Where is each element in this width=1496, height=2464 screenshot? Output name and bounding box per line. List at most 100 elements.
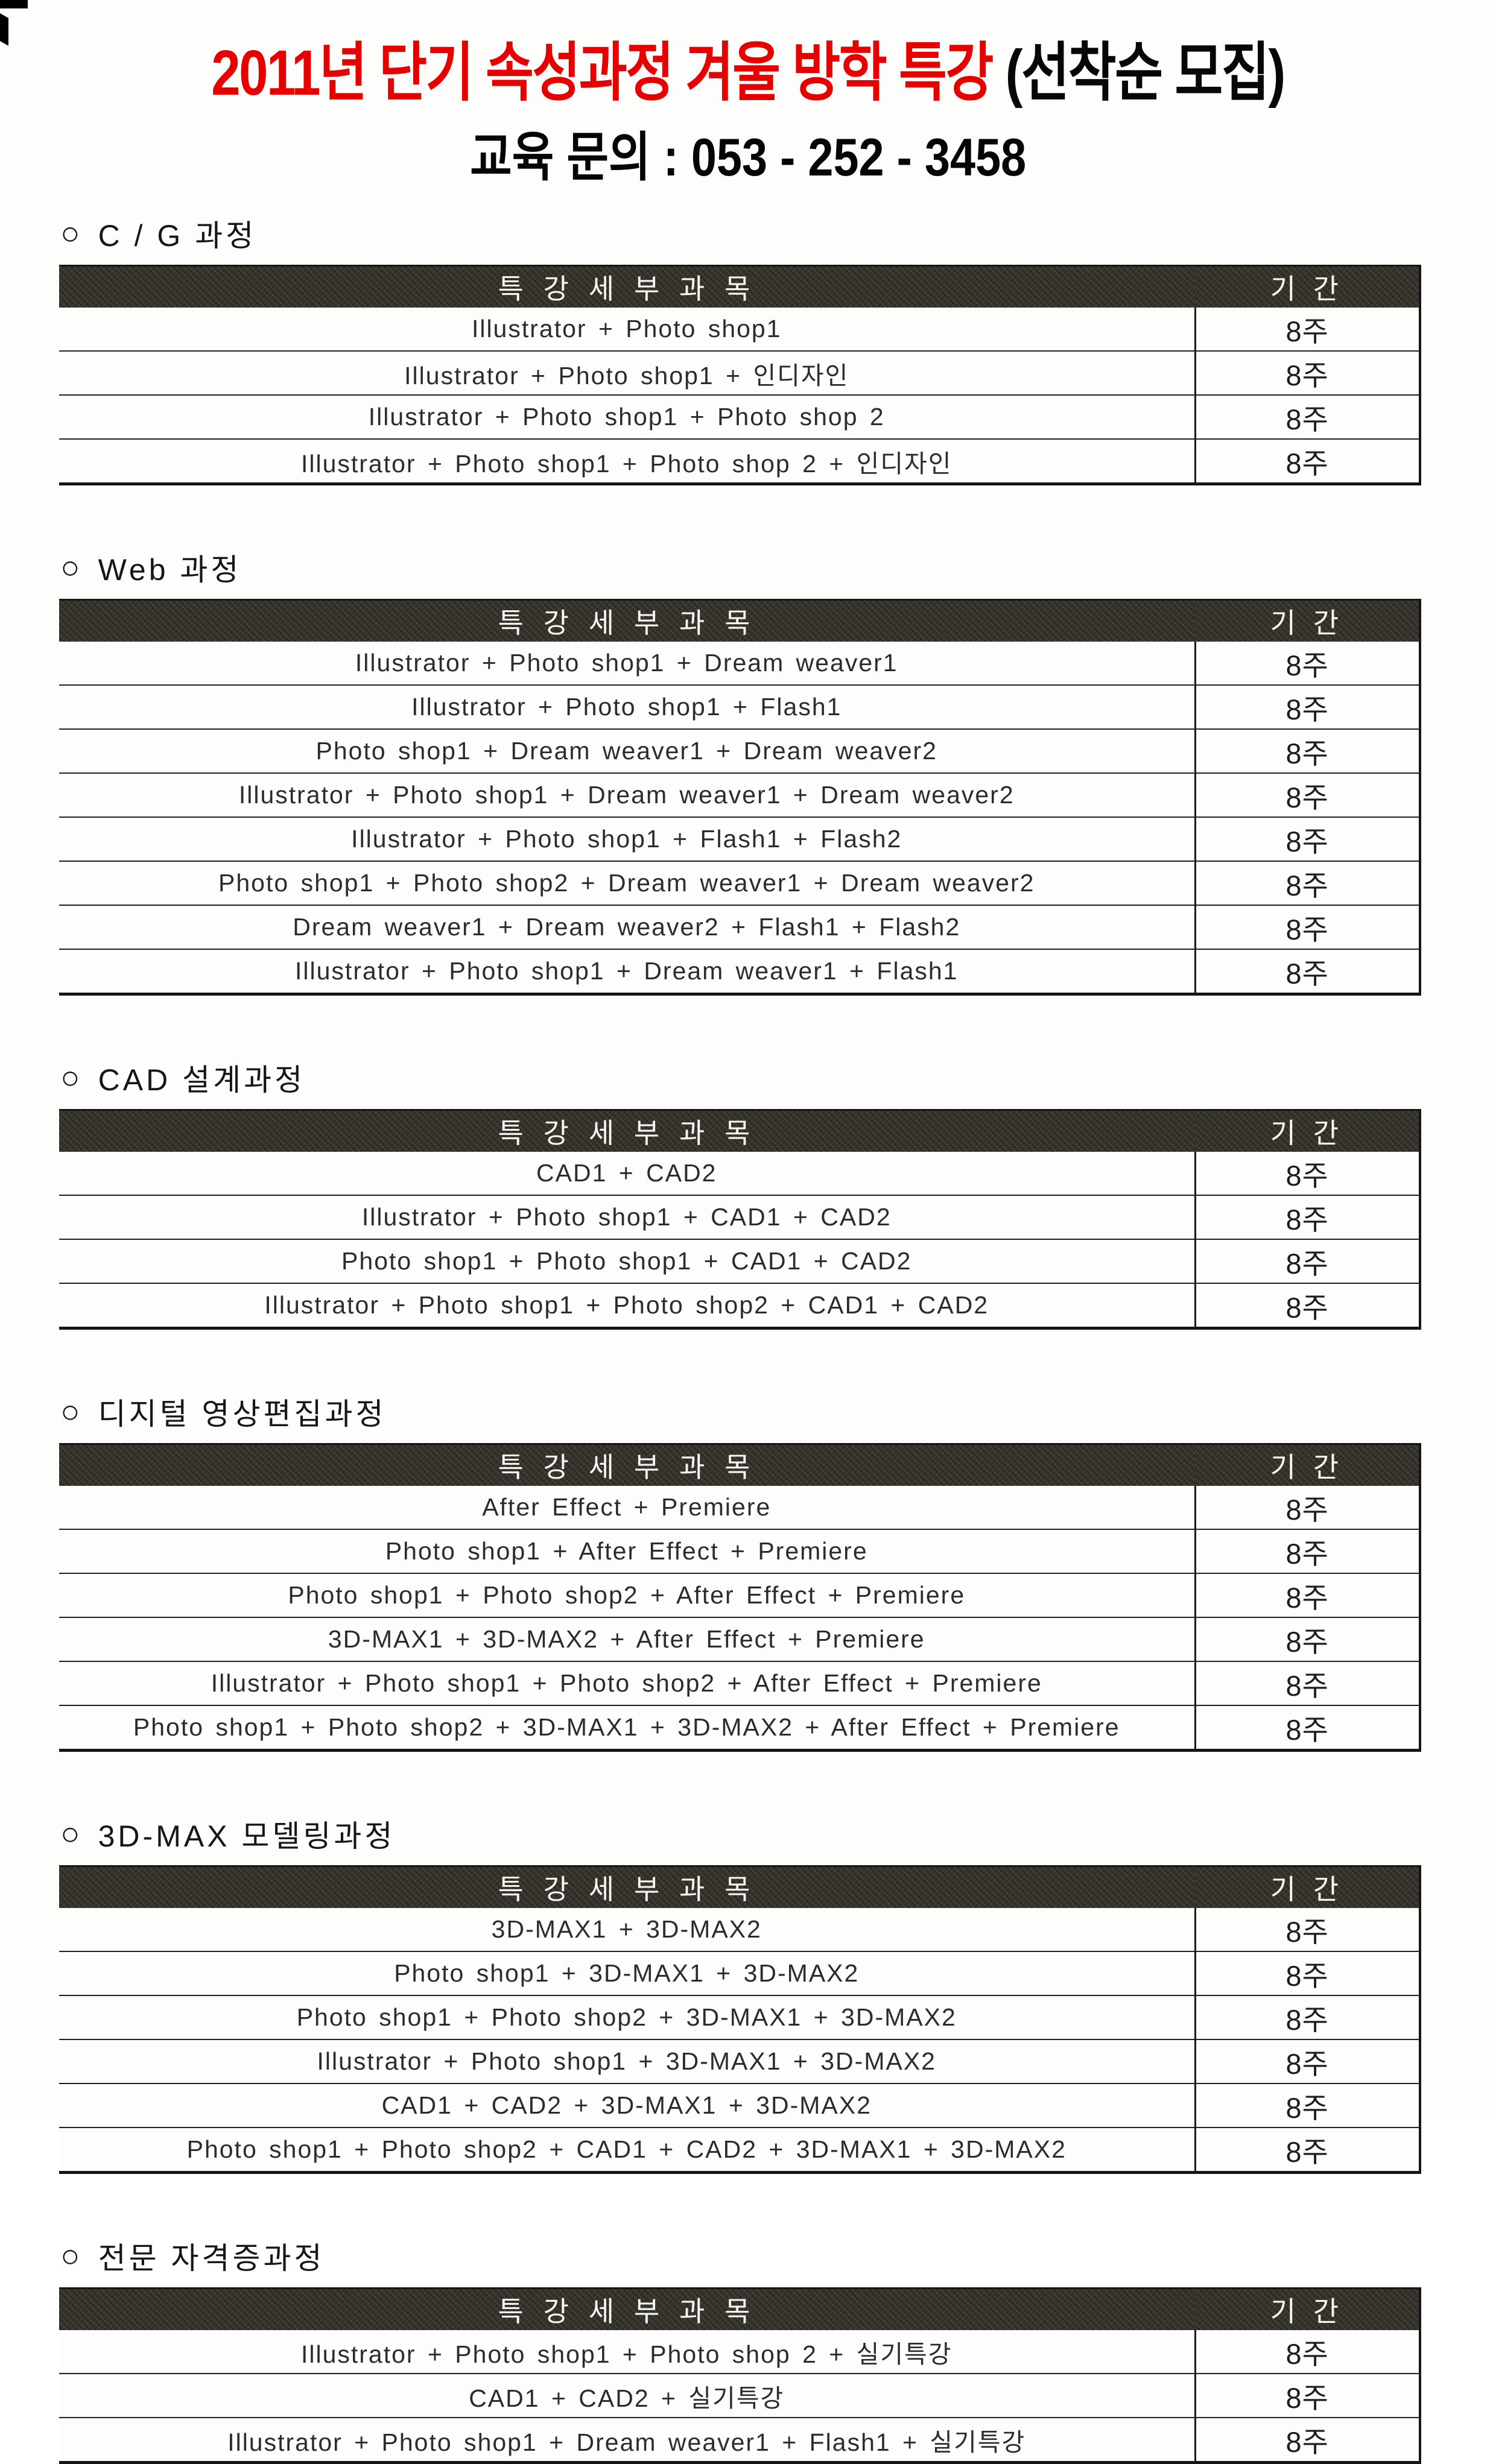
course-row: Illustrator + Photo shop1 + Dream weaver…	[59, 773, 1420, 817]
course-subjects: Photo shop1 + Photo shop2 + 3D-MAX1 + 3D…	[59, 1705, 1196, 1751]
duration-column-header: 기 간	[1195, 265, 1420, 308]
course-section: ○ Web 과정 특 강 세 부 과 목 기 간 Illustrator + P…	[0, 546, 1496, 996]
course-duration: 8주	[1285, 1916, 1329, 1948]
course-row: Photo shop1 + Photo shop2 + 3D-MAX1 + 3D…	[59, 1995, 1420, 2039]
course-row: Illustrator + Photo shop1 + Flash1 8주	[59, 685, 1420, 729]
course-subjects: Illustrator + Photo shop1 + Flash1 + Fla…	[59, 817, 1196, 861]
course-duration: 8주	[1285, 1248, 1329, 1280]
course-table: 특 강 세 부 과 목 기 간 Illustrator + Photo shop…	[59, 265, 1421, 485]
section-title: C / G 과정	[98, 219, 257, 253]
course-subjects: Illustrator + Photo shop1	[59, 308, 1196, 351]
course-row: Photo shop1 + Photo shop2 + CAD1 + CAD2 …	[59, 2128, 1420, 2173]
course-subjects: Illustrator + Photo shop1 + Photo shop2 …	[59, 1661, 1196, 1705]
course-row: Illustrator + Photo shop1 + Dream weaver…	[59, 2418, 1420, 2463]
scan-artifact	[0, 13, 8, 46]
section-title: CAD 설계과정	[98, 1063, 306, 1097]
section-heading: ○ 전문 자격증과정	[60, 2234, 1496, 2278]
course-row: Photo shop1 + Dream weaver1 + Dream weav…	[59, 729, 1420, 773]
course-subjects: Illustrator + Photo shop1 + Photo shop 2…	[59, 439, 1196, 484]
course-row: Photo shop1 + After Effect + Premiere 8주	[59, 1529, 1420, 1573]
course-duration: 8주	[1285, 359, 1329, 391]
course-duration: 8주	[1285, 1626, 1329, 1658]
course-duration: 8주	[1285, 2338, 1329, 2370]
duration-column-header: 기 간	[1195, 1109, 1420, 1152]
course-duration: 8주	[1285, 315, 1329, 347]
course-row: CAD1 + CAD2 + 실기특강 8주	[59, 2374, 1420, 2418]
course-duration: 8주	[1285, 1160, 1329, 1192]
contact-phone: 교육 문의 : 053 - 252 - 3458	[469, 127, 1027, 187]
course-duration: 8주	[1285, 2382, 1329, 2414]
page-title-note: (선착순 모집)	[1006, 37, 1286, 109]
course-duration: 8주	[1285, 2136, 1329, 2168]
course-duration: 8주	[1285, 447, 1329, 479]
page-title: 2011년 단기 속성과정 겨울 방학 특강 (선착순 모집)	[0, 0, 1496, 113]
course-subjects: 3D-MAX1 + 3D-MAX2 + After Effect + Premi…	[59, 1617, 1196, 1661]
course-row: CAD1 + CAD2 + 3D-MAX1 + 3D-MAX2 8주	[59, 2083, 1420, 2128]
course-row: Illustrator + Photo shop1 + 인디자인 8주	[59, 351, 1420, 395]
course-table: 특 강 세 부 과 목 기 간 3D-MAX1 + 3D-MAX2 8주 Pho…	[59, 1865, 1421, 2174]
course-section: ○ 3D-MAX 모델링과정 특 강 세 부 과 목 기 간 3D-MAX1 +…	[0, 1812, 1496, 2174]
table-body: 3D-MAX1 + 3D-MAX2 8주 Photo shop1 + 3D-MA…	[59, 1908, 1420, 2173]
subject-column-header: 특 강 세 부 과 목	[59, 2287, 1195, 2330]
course-row: Illustrator + Photo shop1 + Photo shop 2…	[59, 439, 1420, 484]
course-subjects: Illustrator + Photo shop1 + Dream weaver…	[59, 949, 1196, 994]
course-row: Illustrator + Photo shop1 + Dream weaver…	[59, 949, 1420, 994]
course-row: Photo shop1 + 3D-MAX1 + 3D-MAX2 8주	[59, 1951, 1420, 1995]
course-row: Illustrator + Photo shop1 + CAD1 + CAD2 …	[59, 1195, 1420, 1239]
course-row: Photo shop1 + Photo shop2 + After Effect…	[59, 1573, 1420, 1617]
subject-column-header: 특 강 세 부 과 목	[59, 1109, 1195, 1152]
course-row: Illustrator + Photo shop1 + Flash1 + Fla…	[59, 817, 1420, 861]
course-subjects: 3D-MAX1 + 3D-MAX2	[59, 1908, 1196, 1951]
course-row: Illustrator + Photo shop1 8주	[59, 308, 1420, 351]
course-duration: 8주	[1285, 649, 1329, 681]
course-subjects: Photo shop1 + Photo shop2 + 3D-MAX1 + 3D…	[59, 1995, 1196, 2039]
course-subjects: Photo shop1 + After Effect + Premiere	[59, 1529, 1196, 1573]
course-row: Photo shop1 + Photo shop2 + 3D-MAX1 + 3D…	[59, 1705, 1420, 1751]
table-header-row: 특 강 세 부 과 목 기 간	[59, 1865, 1420, 1908]
course-subjects: Photo shop1 + Photo shop1 + CAD1 + CAD2	[59, 1239, 1196, 1283]
course-duration: 8주	[1285, 1494, 1329, 1526]
course-subjects: Photo shop1 + Photo shop2 + CAD1 + CAD2 …	[59, 2128, 1196, 2173]
circle-bullet-icon: ○	[60, 215, 80, 251]
course-duration: 8주	[1285, 1582, 1329, 1614]
course-duration: 8주	[1285, 826, 1329, 858]
section-title: 전문 자격증과정	[98, 2241, 325, 2275]
course-duration: 8주	[1285, 1204, 1329, 1236]
course-duration: 8주	[1285, 1714, 1329, 1746]
course-subjects: Photo shop1 + Photo shop2 + Dream weaver…	[59, 861, 1196, 905]
course-row: Illustrator + Photo shop1 + Photo shop2 …	[59, 1661, 1420, 1705]
section-heading: ○ C / G 과정	[60, 212, 1496, 255]
table-header-row: 특 강 세 부 과 목 기 간	[59, 265, 1420, 308]
course-sections: ○ C / G 과정 특 강 세 부 과 목 기 간 Illustrator +…	[0, 212, 1496, 2464]
scan-artifact	[0, 0, 28, 8]
course-subjects: Illustrator + Photo shop1 + Photo shop2 …	[59, 1283, 1196, 1328]
subject-column-header: 특 강 세 부 과 목	[59, 1865, 1195, 1908]
course-row: Illustrator + Photo shop1 + Photo shop 2…	[59, 395, 1420, 439]
course-row: Illustrator + Photo shop1 + Dream weaver…	[59, 642, 1420, 685]
course-row: Photo shop1 + Photo shop2 + Dream weaver…	[59, 861, 1420, 905]
table-body: Illustrator + Photo shop1 8주 Illustrator…	[59, 308, 1420, 484]
table-body: After Effect + Premiere 8주 Photo shop1 +…	[59, 1486, 1420, 1751]
course-table: 특 강 세 부 과 목 기 간 Illustrator + Photo shop…	[59, 599, 1421, 996]
table-header-row: 특 강 세 부 과 목 기 간	[59, 1443, 1420, 1486]
course-duration: 8주	[1285, 403, 1329, 435]
course-duration: 8주	[1285, 2048, 1329, 2080]
duration-column-header: 기 간	[1195, 1443, 1420, 1486]
course-subjects: Photo shop1 + Dream weaver1 + Dream weav…	[59, 729, 1196, 773]
course-row: Illustrator + Photo shop1 + Photo shop2 …	[59, 1283, 1420, 1328]
course-subjects: Illustrator + Photo shop1 + Dream weaver…	[59, 2418, 1196, 2463]
course-subjects: After Effect + Premiere	[59, 1486, 1196, 1529]
course-section: ○ CAD 설계과정 특 강 세 부 과 목 기 간 CAD1 + CAD2 8…	[0, 1056, 1496, 1330]
section-title: Web 과정	[98, 553, 242, 587]
table-header-row: 특 강 세 부 과 목 기 간	[59, 2287, 1420, 2330]
course-duration: 8주	[1285, 1960, 1329, 1992]
circle-bullet-icon: ○	[60, 1060, 80, 1096]
course-row: Illustrator + Photo shop1 + Photo shop 2…	[59, 2330, 1420, 2374]
contact-line: 교육 문의 : 053 - 252 - 3458	[0, 115, 1496, 191]
course-duration: 8주	[1285, 2092, 1329, 2124]
course-duration: 8주	[1285, 958, 1329, 990]
course-row: CAD1 + CAD2 8주	[59, 1152, 1420, 1195]
table-header-row: 특 강 세 부 과 목 기 간	[59, 599, 1420, 642]
course-section: ○ 전문 자격증과정 특 강 세 부 과 목 기 간 Illustrator +…	[0, 2234, 1496, 2464]
course-row: Photo shop1 + Photo shop1 + CAD1 + CAD2 …	[59, 1239, 1420, 1283]
